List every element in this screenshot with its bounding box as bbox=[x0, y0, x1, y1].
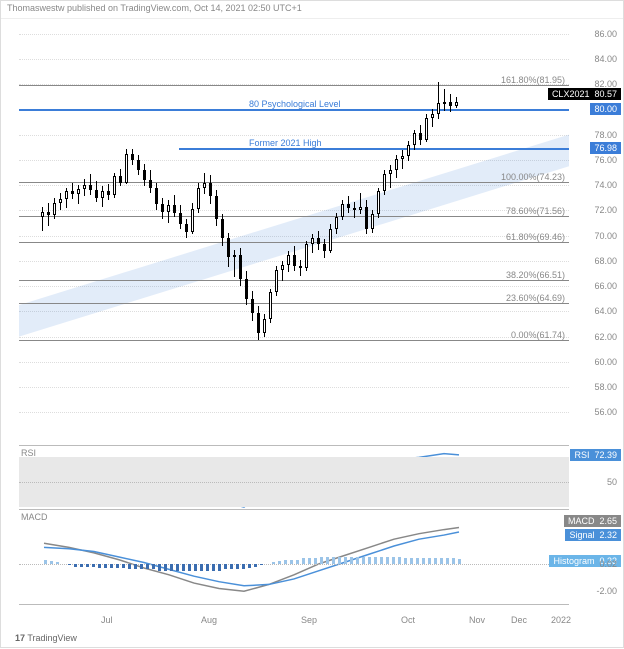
fib-label: 161.80%(81.95) bbox=[501, 75, 565, 85]
macd-panel[interactable]: MACD bbox=[19, 509, 569, 605]
x-tick: Oct bbox=[401, 615, 415, 625]
rsi-tag: RSI 72.39 bbox=[570, 449, 621, 461]
fib-label: 0.00%(61.74) bbox=[511, 330, 565, 340]
y-tick: 64.00 bbox=[594, 306, 617, 316]
y-tick: 86.00 bbox=[594, 29, 617, 39]
level-label: Former 2021 High bbox=[249, 138, 322, 148]
y-tick: 76.00 bbox=[594, 155, 617, 165]
macd-tag: MACD 2.65 bbox=[564, 515, 621, 527]
fib-label: 100.00%(74.23) bbox=[501, 172, 565, 182]
y-tick: 72.00 bbox=[594, 205, 617, 215]
publisher-name: Thomaswestw bbox=[7, 3, 65, 13]
x-tick: Aug bbox=[201, 615, 217, 625]
y-tick: 68.00 bbox=[594, 256, 617, 266]
site-name: TradingView.com bbox=[120, 3, 189, 13]
macd-tag: Signal 2.32 bbox=[565, 529, 621, 541]
ticker-tag: CLX2021 80.57 bbox=[548, 88, 621, 100]
level-tag: 76.98 bbox=[590, 142, 621, 154]
macd-label: MACD bbox=[21, 512, 48, 522]
y-tick: 62.00 bbox=[594, 332, 617, 342]
y-tick: 84.00 bbox=[594, 54, 617, 64]
y-tick: 78.00 bbox=[594, 130, 617, 140]
chart-header: Thomaswestw published on TradingView.com… bbox=[1, 1, 623, 19]
price-chart[interactable] bbox=[19, 21, 569, 425]
fib-label: 61.80%(69.46) bbox=[506, 232, 565, 242]
x-tick: 2022 bbox=[551, 615, 571, 625]
fib-label: 38.20%(66.51) bbox=[506, 270, 565, 280]
y-tick: 66.00 bbox=[594, 281, 617, 291]
footer-logo: 17 TradingView bbox=[15, 633, 77, 643]
level-label: 80 Psychological Level bbox=[249, 99, 341, 109]
y-tick: 70.00 bbox=[594, 231, 617, 241]
chart-container: Thomaswestw published on TradingView.com… bbox=[0, 0, 624, 648]
x-tick: Nov bbox=[469, 615, 485, 625]
y-tick: 58.00 bbox=[594, 382, 617, 392]
fib-label: 78.60%(71.56) bbox=[506, 206, 565, 216]
y-tick: 74.00 bbox=[594, 180, 617, 190]
y-tick: 56.00 bbox=[594, 407, 617, 417]
x-tick: Sep bbox=[301, 615, 317, 625]
x-tick: Jul bbox=[101, 615, 113, 625]
level-tag: 80.00 bbox=[590, 103, 621, 115]
y-tick: 60.00 bbox=[594, 357, 617, 367]
fib-label: 23.60%(64.69) bbox=[506, 293, 565, 303]
x-tick: Dec bbox=[511, 615, 527, 625]
